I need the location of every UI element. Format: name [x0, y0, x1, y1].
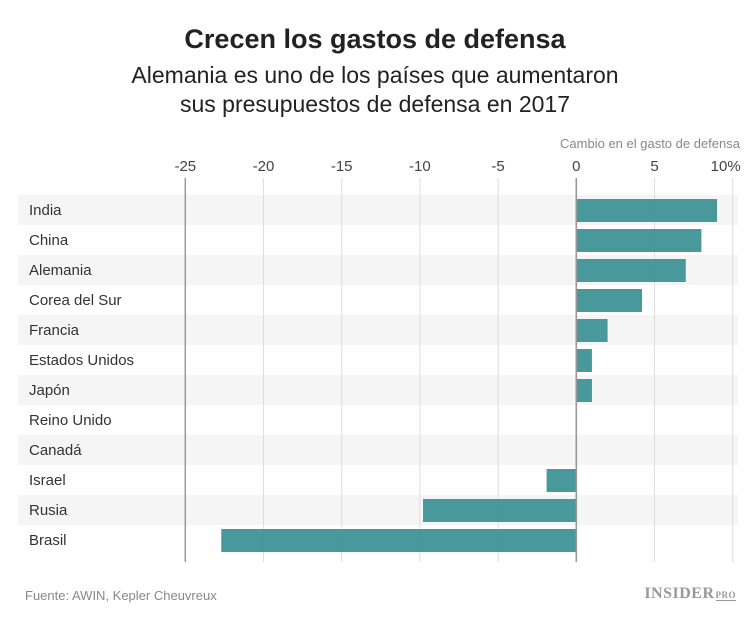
category-label: Estados Unidos: [29, 352, 134, 369]
bar: [546, 469, 577, 492]
insider-pro-logo: INSIDERPRO: [644, 585, 736, 603]
x-tick-label: 5: [650, 158, 658, 175]
x-tick-label: -20: [253, 158, 275, 175]
bar: [576, 349, 592, 372]
x-tick-label: 10%: [711, 158, 741, 175]
category-label: Reino Unido: [29, 412, 112, 429]
x-tick-label: -5: [491, 158, 504, 175]
bar: [576, 319, 608, 342]
category-label: Rusia: [29, 502, 68, 519]
category-label: Francia: [29, 322, 80, 339]
category-label: Corea del Sur: [29, 292, 122, 309]
x-tick-label: -15: [331, 158, 353, 175]
bar: [576, 229, 702, 252]
chart-subtitle-line-2: sus presupuestos de defensa en 2017: [179, 91, 570, 117]
bar: [576, 199, 718, 222]
category-label: Alemania: [29, 262, 92, 279]
x-tick-label: -25: [174, 158, 196, 175]
bar: [576, 259, 686, 282]
x-axis-label: Cambio en el gasto de defensa: [560, 136, 740, 151]
category-label: Israel: [29, 472, 66, 489]
x-tick-label: 0: [572, 158, 580, 175]
chart-subtitle-line-1: Alemania es uno de los países que aument…: [131, 62, 619, 88]
row-band: [18, 495, 738, 525]
logo-text: INSIDER: [644, 585, 715, 602]
logo-suffix: PRO: [715, 590, 736, 601]
x-tick-label: -10: [409, 158, 431, 175]
category-label: Canadá: [29, 442, 82, 459]
category-label: China: [29, 232, 69, 249]
category-label: India: [29, 202, 62, 219]
category-label: Brasil: [29, 532, 67, 549]
source-note: Fuente: AWIN, Kepler Cheuvreux: [25, 588, 217, 603]
row-band: [18, 375, 738, 405]
bar: [576, 379, 592, 402]
row-band: [18, 315, 738, 345]
row-band: [18, 435, 738, 465]
bar: [423, 499, 577, 522]
category-label: Japón: [29, 382, 70, 399]
bar: [221, 529, 577, 552]
chart-title: Crecen los gastos de defensa: [184, 24, 566, 54]
bar: [576, 289, 642, 312]
